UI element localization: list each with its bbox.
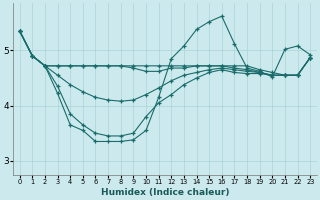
X-axis label: Humidex (Indice chaleur): Humidex (Indice chaleur) bbox=[101, 188, 229, 197]
